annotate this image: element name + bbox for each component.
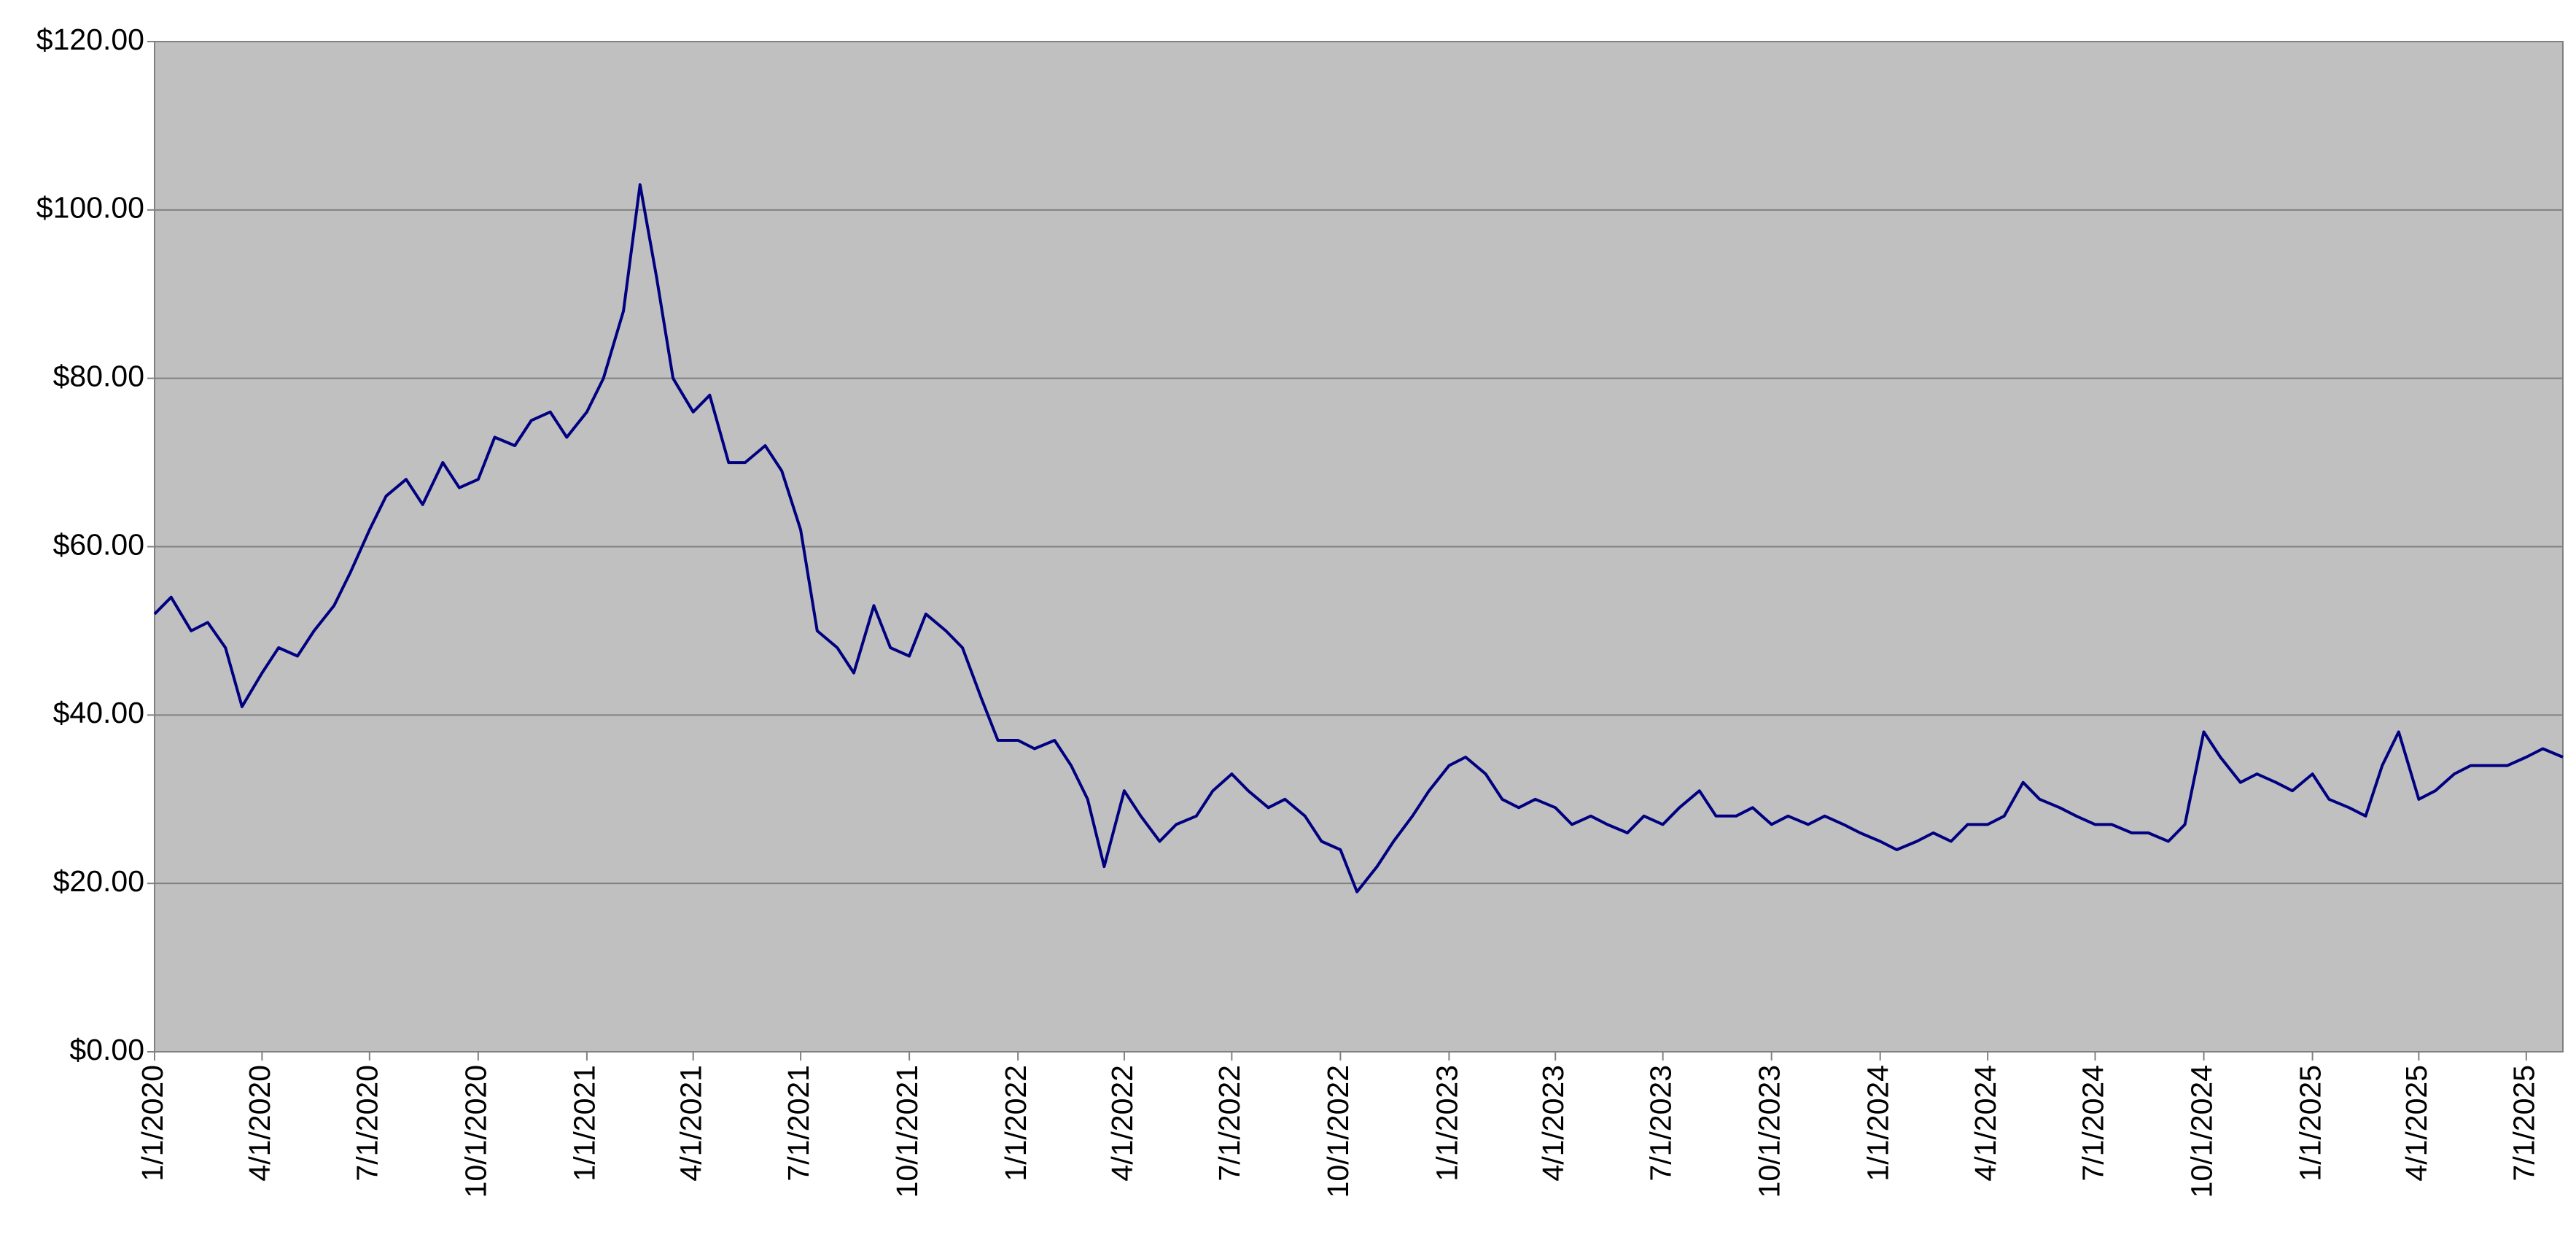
x-tick-label: 10/1/2024 <box>2184 1065 2218 1198</box>
x-tick-label: 4/1/2021 <box>674 1065 708 1182</box>
x-tick-label: 7/1/2023 <box>1643 1065 1677 1182</box>
x-tick-label: 4/1/2022 <box>1105 1065 1139 1182</box>
y-tick-label: $120.00 <box>36 23 144 56</box>
y-tick-label: $40.00 <box>53 696 144 729</box>
x-tick-label: 7/1/2021 <box>782 1065 815 1182</box>
y-tick-label: $0.00 <box>69 1033 144 1066</box>
y-tick-label: $60.00 <box>53 527 144 561</box>
y-tick-label: $80.00 <box>53 359 144 392</box>
x-tick-label: 7/1/2022 <box>1213 1065 1246 1182</box>
price-line <box>153 183 2564 893</box>
x-tick-label: 7/1/2020 <box>351 1065 384 1182</box>
x-tick-label: 10/1/2022 <box>1321 1065 1355 1198</box>
x-tick-label: 10/1/2021 <box>890 1065 924 1198</box>
x-tick-label: 1/1/2021 <box>568 1065 602 1182</box>
x-tick-label: 10/1/2023 <box>1752 1065 1786 1198</box>
x-tick-label: 7/1/2024 <box>2076 1065 2109 1182</box>
x-tick-label: 1/1/2020 <box>136 1065 169 1182</box>
x-tick-label: 1/1/2023 <box>1430 1065 1463 1182</box>
x-tick-label: 1/1/2024 <box>1861 1065 1895 1182</box>
x-tick-label: 1/1/2022 <box>999 1065 1032 1182</box>
y-tick-label: $20.00 <box>53 864 144 898</box>
y-tick-label: $100.00 <box>36 191 144 225</box>
x-tick-label: 1/1/2025 <box>2293 1065 2327 1182</box>
x-tick-label: 4/1/2024 <box>1969 1065 2002 1182</box>
x-tick-label: 4/1/2025 <box>2400 1065 2433 1182</box>
x-tick-label: 4/1/2023 <box>1536 1065 1570 1182</box>
x-tick-label: 10/1/2020 <box>459 1065 493 1198</box>
x-tick-label: 7/1/2025 <box>2507 1065 2541 1182</box>
x-tick-label: 4/1/2020 <box>243 1065 276 1182</box>
